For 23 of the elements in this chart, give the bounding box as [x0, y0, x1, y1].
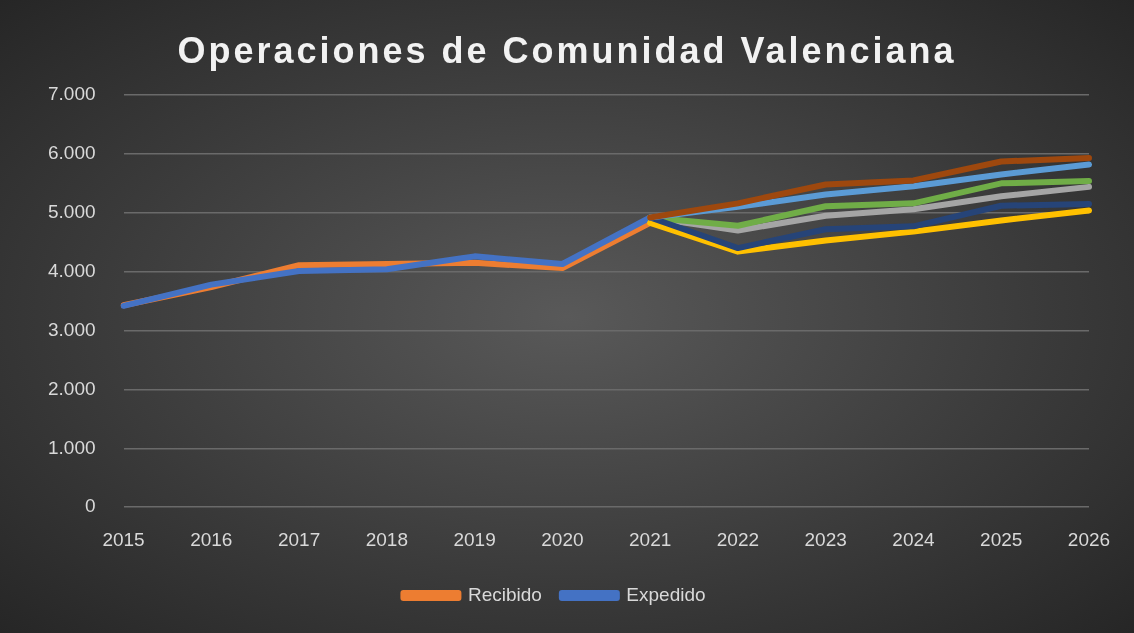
- y-tick-label: 3.000: [48, 318, 96, 340]
- y-tick-label: 0: [84, 495, 96, 517]
- x-tick-label: 2025: [980, 528, 1023, 550]
- x-tick-label: 2021: [629, 528, 672, 550]
- x-tick-label: 2015: [102, 528, 145, 550]
- x-tick-label: 2019: [453, 528, 496, 550]
- legend-label: Recibido: [467, 583, 542, 605]
- x-tick-label: 2018: [365, 528, 408, 550]
- x-tick-label: 2016: [190, 528, 233, 550]
- y-tick-label: 4.000: [48, 259, 96, 281]
- y-tick-label: 5.000: [48, 201, 96, 223]
- chart-title: Operaciones de Comunidad Valenciana: [176, 30, 958, 72]
- y-tick-label: 2.000: [48, 377, 96, 399]
- x-tick-label: 2020: [541, 528, 584, 550]
- x-tick-label: 2023: [804, 528, 847, 550]
- y-tick-label: 7.000: [48, 83, 96, 105]
- x-tick-label: 2024: [892, 528, 936, 550]
- x-tick-label: 2017: [277, 528, 321, 550]
- legend-label: Expedido: [626, 583, 706, 605]
- x-tick-label: 2022: [716, 528, 760, 550]
- y-tick-label: 1.000: [48, 436, 96, 458]
- y-tick-label: 6.000: [48, 142, 96, 164]
- x-tick-label: 2026: [1067, 528, 1111, 550]
